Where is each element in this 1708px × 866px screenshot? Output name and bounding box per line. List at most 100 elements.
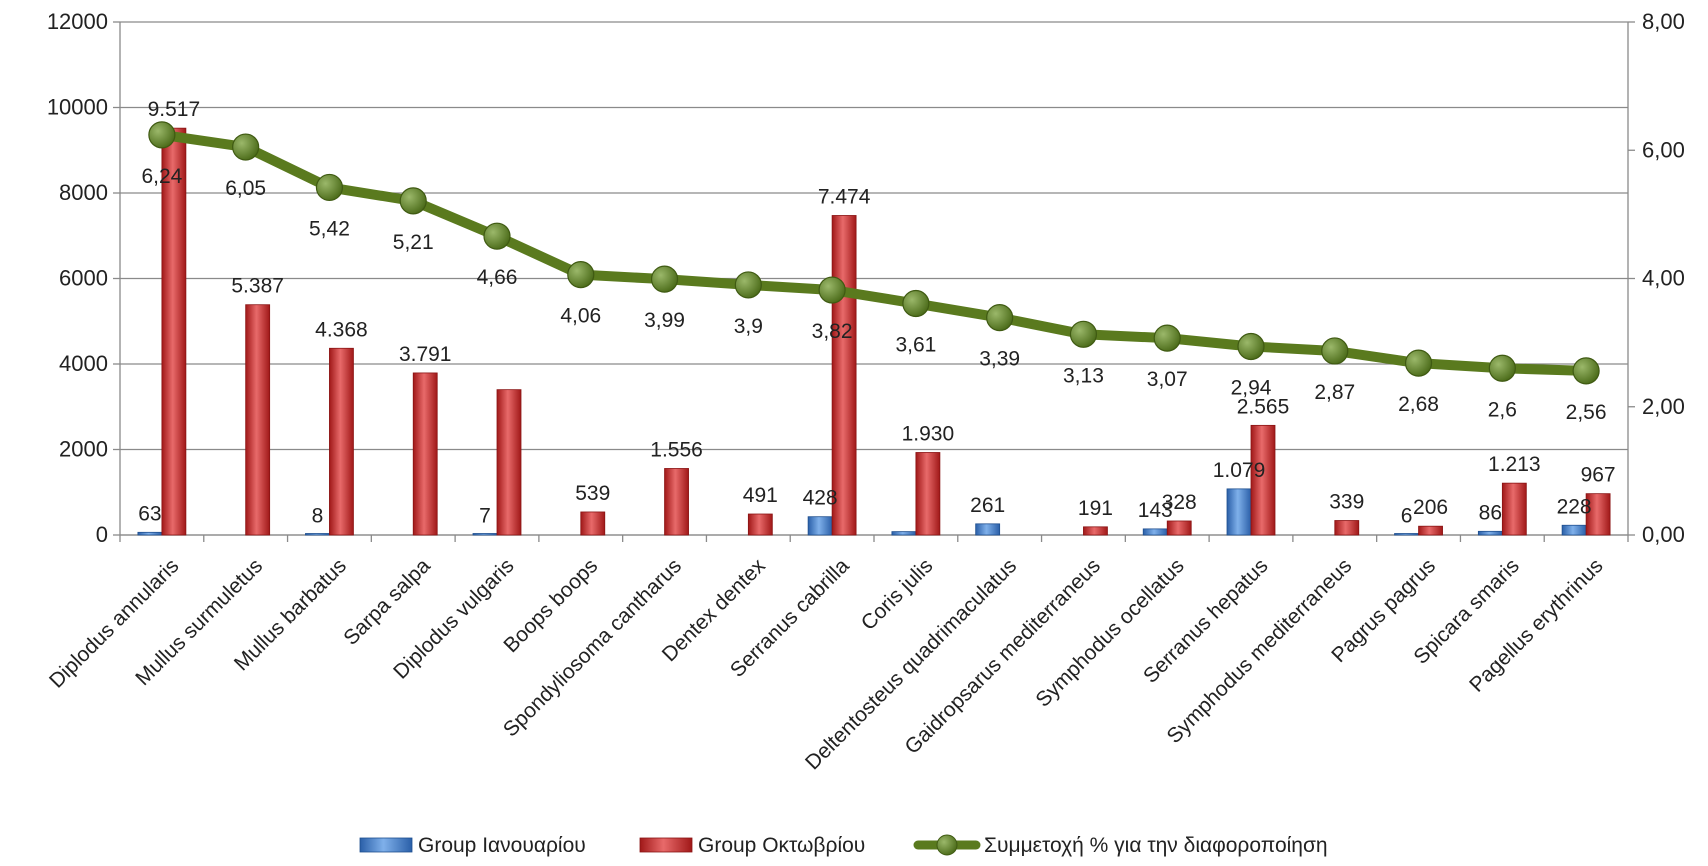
line-point-participation — [399, 187, 427, 215]
left-tick-label: 2000 — [59, 437, 108, 462]
bar-group-october — [329, 347, 354, 536]
legend-label-january: Group Ιανουαρίου — [418, 834, 586, 857]
line-point-participation — [148, 121, 176, 149]
line-label-participation: 3,82 — [812, 320, 853, 343]
bar-label-october: 5.387 — [231, 275, 284, 298]
bar-label-january: 261 — [970, 494, 1005, 517]
bar-label-october: 539 — [575, 482, 610, 505]
line-point-participation — [1069, 320, 1098, 348]
bar-group-october — [664, 468, 689, 536]
bar-label-january: 7 — [479, 505, 491, 528]
bar-label-january: 1.079 — [1213, 459, 1266, 482]
line-label-participation: 3,13 — [1063, 364, 1104, 387]
bar-group-october — [245, 304, 271, 536]
left-tick-label: 10000 — [47, 95, 108, 120]
bar-group-october — [1585, 493, 1611, 536]
line-point-participation — [232, 133, 260, 161]
line-point-participation — [483, 222, 511, 250]
bar-group-january — [1394, 533, 1419, 536]
right-tick-label: 0,00 — [1642, 522, 1685, 547]
bar-label-january: 8 — [312, 505, 324, 528]
line-point-participation — [1488, 354, 1516, 382]
bar-label-january: 6 — [1401, 505, 1413, 528]
bar-group-january — [1226, 488, 1252, 536]
line-label-participation: 2,94 — [1231, 376, 1272, 399]
axes: 0 2000 4000 6000 8000 10000 12000 0,00 2,00 4,00 6… — [45, 9, 1685, 774]
right-tick-label: 8,00 — [1642, 9, 1685, 34]
line-label-participation: 6,05 — [225, 177, 266, 200]
right-tick-label: 2,00 — [1642, 394, 1685, 419]
bar-group-october — [161, 127, 187, 536]
bar-group-october — [747, 513, 773, 536]
bar-label-october: 1.930 — [902, 422, 955, 445]
bar-label-october: 191 — [1078, 497, 1113, 520]
right-tick-label: 4,00 — [1642, 266, 1685, 291]
bar-group-october — [915, 452, 941, 536]
bar-group-october — [580, 511, 606, 536]
legend-label-participation: Συμμετοχή % για την διαφοροποίηση — [984, 834, 1328, 857]
bar-group-october — [1250, 424, 1276, 536]
right-tick-label: 6,00 — [1642, 137, 1685, 162]
left-tick-label: 12000 — [47, 9, 108, 34]
bar-group-october — [831, 215, 857, 536]
line-point-participation — [650, 265, 679, 293]
legend-swatch-participation-marker — [936, 834, 958, 856]
bar-label-october: 2.565 — [1237, 395, 1290, 418]
bar-group-january — [472, 533, 498, 536]
category-label: Spondyliosoma cantharus — [499, 554, 686, 741]
bar-group-january — [975, 523, 1001, 536]
line-label-participation: 3,9 — [734, 315, 763, 338]
legend-label-october: Group Οκτωβρίου — [698, 834, 865, 857]
bar-group-october — [1501, 482, 1527, 536]
left-tick-label: 4000 — [59, 351, 108, 376]
bar-label-october: 967 — [1581, 464, 1616, 487]
bar-group-january — [1477, 530, 1503, 536]
bar-label-january: 63 — [138, 502, 161, 525]
bar-group-october — [1418, 525, 1443, 536]
bar-group-january — [807, 516, 833, 536]
legend: Group Ιανουαρίου Group Οκτωβρίου Συμμετοχή… — [359, 834, 1328, 857]
line-label-participation: 6,24 — [141, 165, 182, 188]
bar-label-january: 228 — [1557, 495, 1592, 518]
line-point-participation — [1321, 337, 1349, 365]
line-participation — [156, 129, 1592, 376]
left-tick-label: 6000 — [59, 266, 108, 291]
bar-label-october: 206 — [1413, 496, 1448, 519]
bar-label-january: 86 — [1479, 501, 1502, 524]
bar-group-january — [137, 531, 163, 536]
line-point-participation — [567, 261, 595, 289]
bar-label-october: 1.556 — [650, 438, 703, 461]
line-label-participation: 4,66 — [477, 266, 518, 289]
line-point-participation — [734, 271, 762, 299]
line-label-participation: 2,6 — [1488, 398, 1517, 421]
bar-group-october — [412, 372, 438, 536]
line-label-participation: 4,06 — [560, 305, 601, 328]
line-point-participation — [1572, 357, 1600, 385]
bar-group-january — [305, 533, 330, 536]
line-label-participation: 3,39 — [979, 348, 1020, 371]
bar-group-january — [1142, 528, 1168, 536]
line-point-participation — [986, 304, 1014, 332]
bar-group-october — [1166, 520, 1192, 536]
bar-group-october — [496, 389, 522, 536]
line-series — [148, 121, 1600, 385]
line-point-participation — [1404, 349, 1433, 377]
line-point-participation — [315, 173, 344, 202]
bar-group-october — [1334, 520, 1360, 536]
bar-group-january — [891, 531, 917, 536]
left-tick-label: 0 — [96, 522, 108, 547]
line-label-participation: 3,07 — [1147, 368, 1188, 391]
bar-label-january: 428 — [803, 487, 838, 510]
category-label: Symphodus ocellatus — [1031, 554, 1188, 711]
bar-label-october: 3.791 — [399, 343, 452, 366]
line-point-participation — [818, 276, 846, 304]
line-label-participation: 3,99 — [644, 309, 685, 332]
bar-label-october: 7.474 — [818, 185, 871, 208]
bar-label-october: 9.517 — [148, 98, 201, 121]
bar-label-january: 143 — [1138, 499, 1173, 522]
data-labels: 63 8 7 428 261 143 1.079 6 86 228 9.517 5.387 4.368 3… — [138, 98, 1615, 528]
bar-label-october: 328 — [1162, 491, 1197, 514]
line-label-participation: 3,61 — [895, 334, 936, 357]
left-tick-label: 8000 — [59, 180, 108, 205]
